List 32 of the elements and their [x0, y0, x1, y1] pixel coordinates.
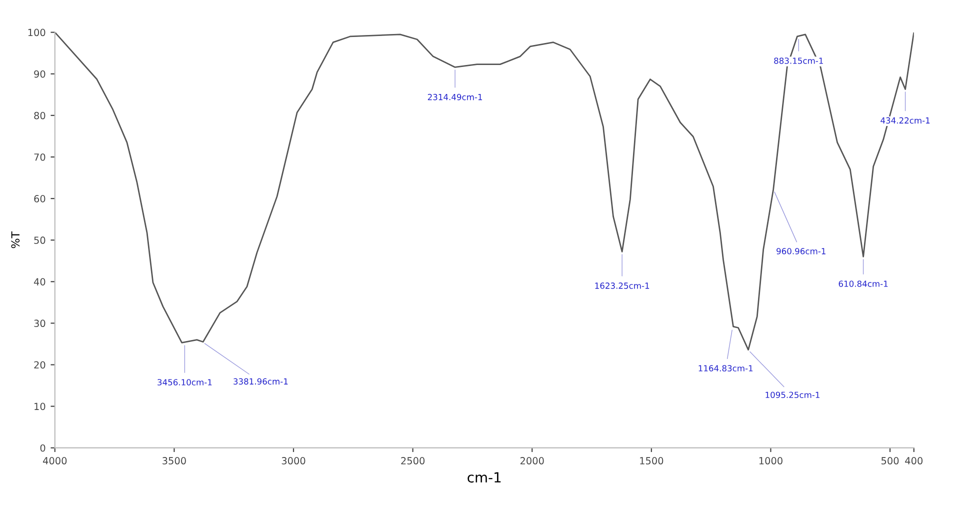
y-tick-label: 80: [34, 112, 46, 120]
annotation: 434.22cm-1: [880, 117, 930, 124]
x-tick-label: 2000: [520, 457, 544, 464]
annotation: 610.84cm-1: [838, 280, 888, 287]
y-tick-label: 30: [34, 320, 46, 328]
annotation: 2314.49cm-1: [428, 94, 482, 100]
x-tick-label: 4000: [42, 457, 67, 464]
y-tick-label: 70: [34, 153, 46, 161]
annotation: 1623.25cm-1: [595, 282, 650, 289]
annotation: 3381.96cm-1: [234, 378, 288, 385]
x-tick-label: 500: [882, 457, 899, 464]
annotation: 3456.10cm-1: [158, 379, 212, 386]
x-tick-label: 3500: [162, 457, 186, 464]
annotation: 1164.83cm-1: [698, 365, 753, 372]
x-tick-label: 3000: [282, 457, 306, 464]
y-axis-title: %T: [11, 231, 20, 248]
x-tick-label: 2500: [401, 457, 425, 464]
x-tick-label: 1000: [759, 457, 782, 464]
x-tick-label: 400: [905, 457, 923, 464]
y-tick-label: 60: [34, 195, 46, 202]
annotation: 883.15cm-1: [774, 58, 823, 64]
y-tick-label: 100: [28, 28, 46, 36]
x-tick-label: 1500: [640, 457, 664, 464]
y-tick-label: 0: [40, 444, 46, 452]
annotation: 960.96cm-1: [776, 248, 826, 254]
y-tick-label: 40: [34, 278, 46, 286]
y-tick-label: 20: [34, 361, 46, 369]
y-tick-label: 90: [34, 70, 46, 78]
y-tick-label: 50: [34, 236, 46, 244]
y-tick-label: 10: [34, 402, 46, 410]
annotation: 1095.25cm-1: [766, 392, 820, 398]
x-axis-title: cm-1: [468, 472, 501, 483]
